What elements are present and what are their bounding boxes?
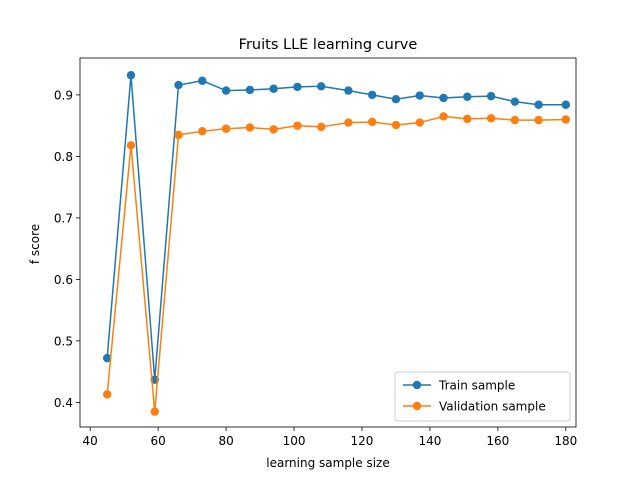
series-1-point — [245, 85, 255, 95]
series-2-point — [561, 115, 571, 124]
series-2-point — [198, 126, 207, 136]
series-1-point — [391, 95, 401, 104]
series-1-point — [317, 82, 326, 91]
series-1-point — [561, 100, 571, 109]
y-tick-label: 0.5 — [54, 334, 73, 348]
x-tick-label: 120 — [351, 434, 374, 448]
x-tick-label: 40 — [83, 434, 98, 448]
series-1-point — [174, 80, 183, 90]
series-2-point — [174, 130, 183, 140]
series-1-point — [293, 82, 302, 92]
series-2-point — [534, 115, 543, 125]
series-2-point — [415, 118, 424, 127]
y-tick-label: 0.8 — [54, 150, 73, 164]
series-1-point — [367, 90, 377, 100]
series-2-point — [391, 120, 401, 130]
series-1-point — [510, 97, 520, 106]
legend-marker-1 — [412, 380, 422, 390]
chart-title: Fruits LLE learning curve — [239, 37, 418, 53]
x-tick-label: 140 — [418, 434, 441, 448]
series-2-point — [463, 114, 472, 124]
series-2-point — [269, 125, 278, 134]
y-tick-label: 0.7 — [54, 211, 73, 225]
series-2-point — [486, 114, 496, 123]
x-tick-label: 100 — [283, 434, 306, 448]
y-tick-label: 0.4 — [54, 396, 73, 410]
series-2-point — [221, 124, 231, 133]
legend-label-1: Train sample — [438, 379, 515, 393]
series-2-point — [102, 390, 112, 399]
series-1-point — [486, 91, 496, 101]
series-2-point — [367, 117, 377, 127]
legend-marker-2 — [412, 401, 422, 411]
y-tick-label: 0.9 — [54, 88, 73, 102]
x-tick-label: 60 — [150, 434, 165, 448]
series-1-point — [344, 86, 353, 95]
x-axis-title: learning sample size — [266, 456, 389, 470]
series-2-point — [293, 121, 302, 130]
axes-frame — [79, 57, 577, 428]
x-tick-label: 160 — [486, 434, 509, 448]
series-2-point — [245, 123, 255, 132]
series-1-point — [102, 353, 112, 363]
series-1-point — [126, 71, 136, 80]
series-1-point — [463, 92, 472, 101]
series-2-point — [439, 112, 448, 121]
x-tick-label: 180 — [554, 434, 577, 448]
legend-box — [394, 371, 571, 422]
legend: Train sample Validation sample — [394, 371, 571, 422]
y-tick-label: 0.6 — [54, 273, 73, 287]
legend-label-2: Validation sample — [439, 400, 546, 414]
series-2-point — [510, 115, 520, 125]
x-tick-label: 80 — [218, 434, 233, 448]
series-2-point — [150, 407, 159, 416]
y-axis-title: f score — [28, 224, 42, 264]
series-2-point — [126, 141, 136, 150]
series-2-point — [317, 122, 326, 132]
series-1-point — [439, 93, 448, 103]
series-2-point — [344, 118, 353, 127]
series-1-point — [415, 91, 424, 100]
series-1-point — [198, 76, 207, 85]
series-1-point — [534, 100, 543, 109]
plot-area: 40 60 80 100 120 140 160 180 0.4 0.5 0.6 0.7 0.8 0.9 — [54, 57, 577, 448]
series-1-point — [221, 86, 231, 95]
series-1-point — [269, 84, 278, 93]
